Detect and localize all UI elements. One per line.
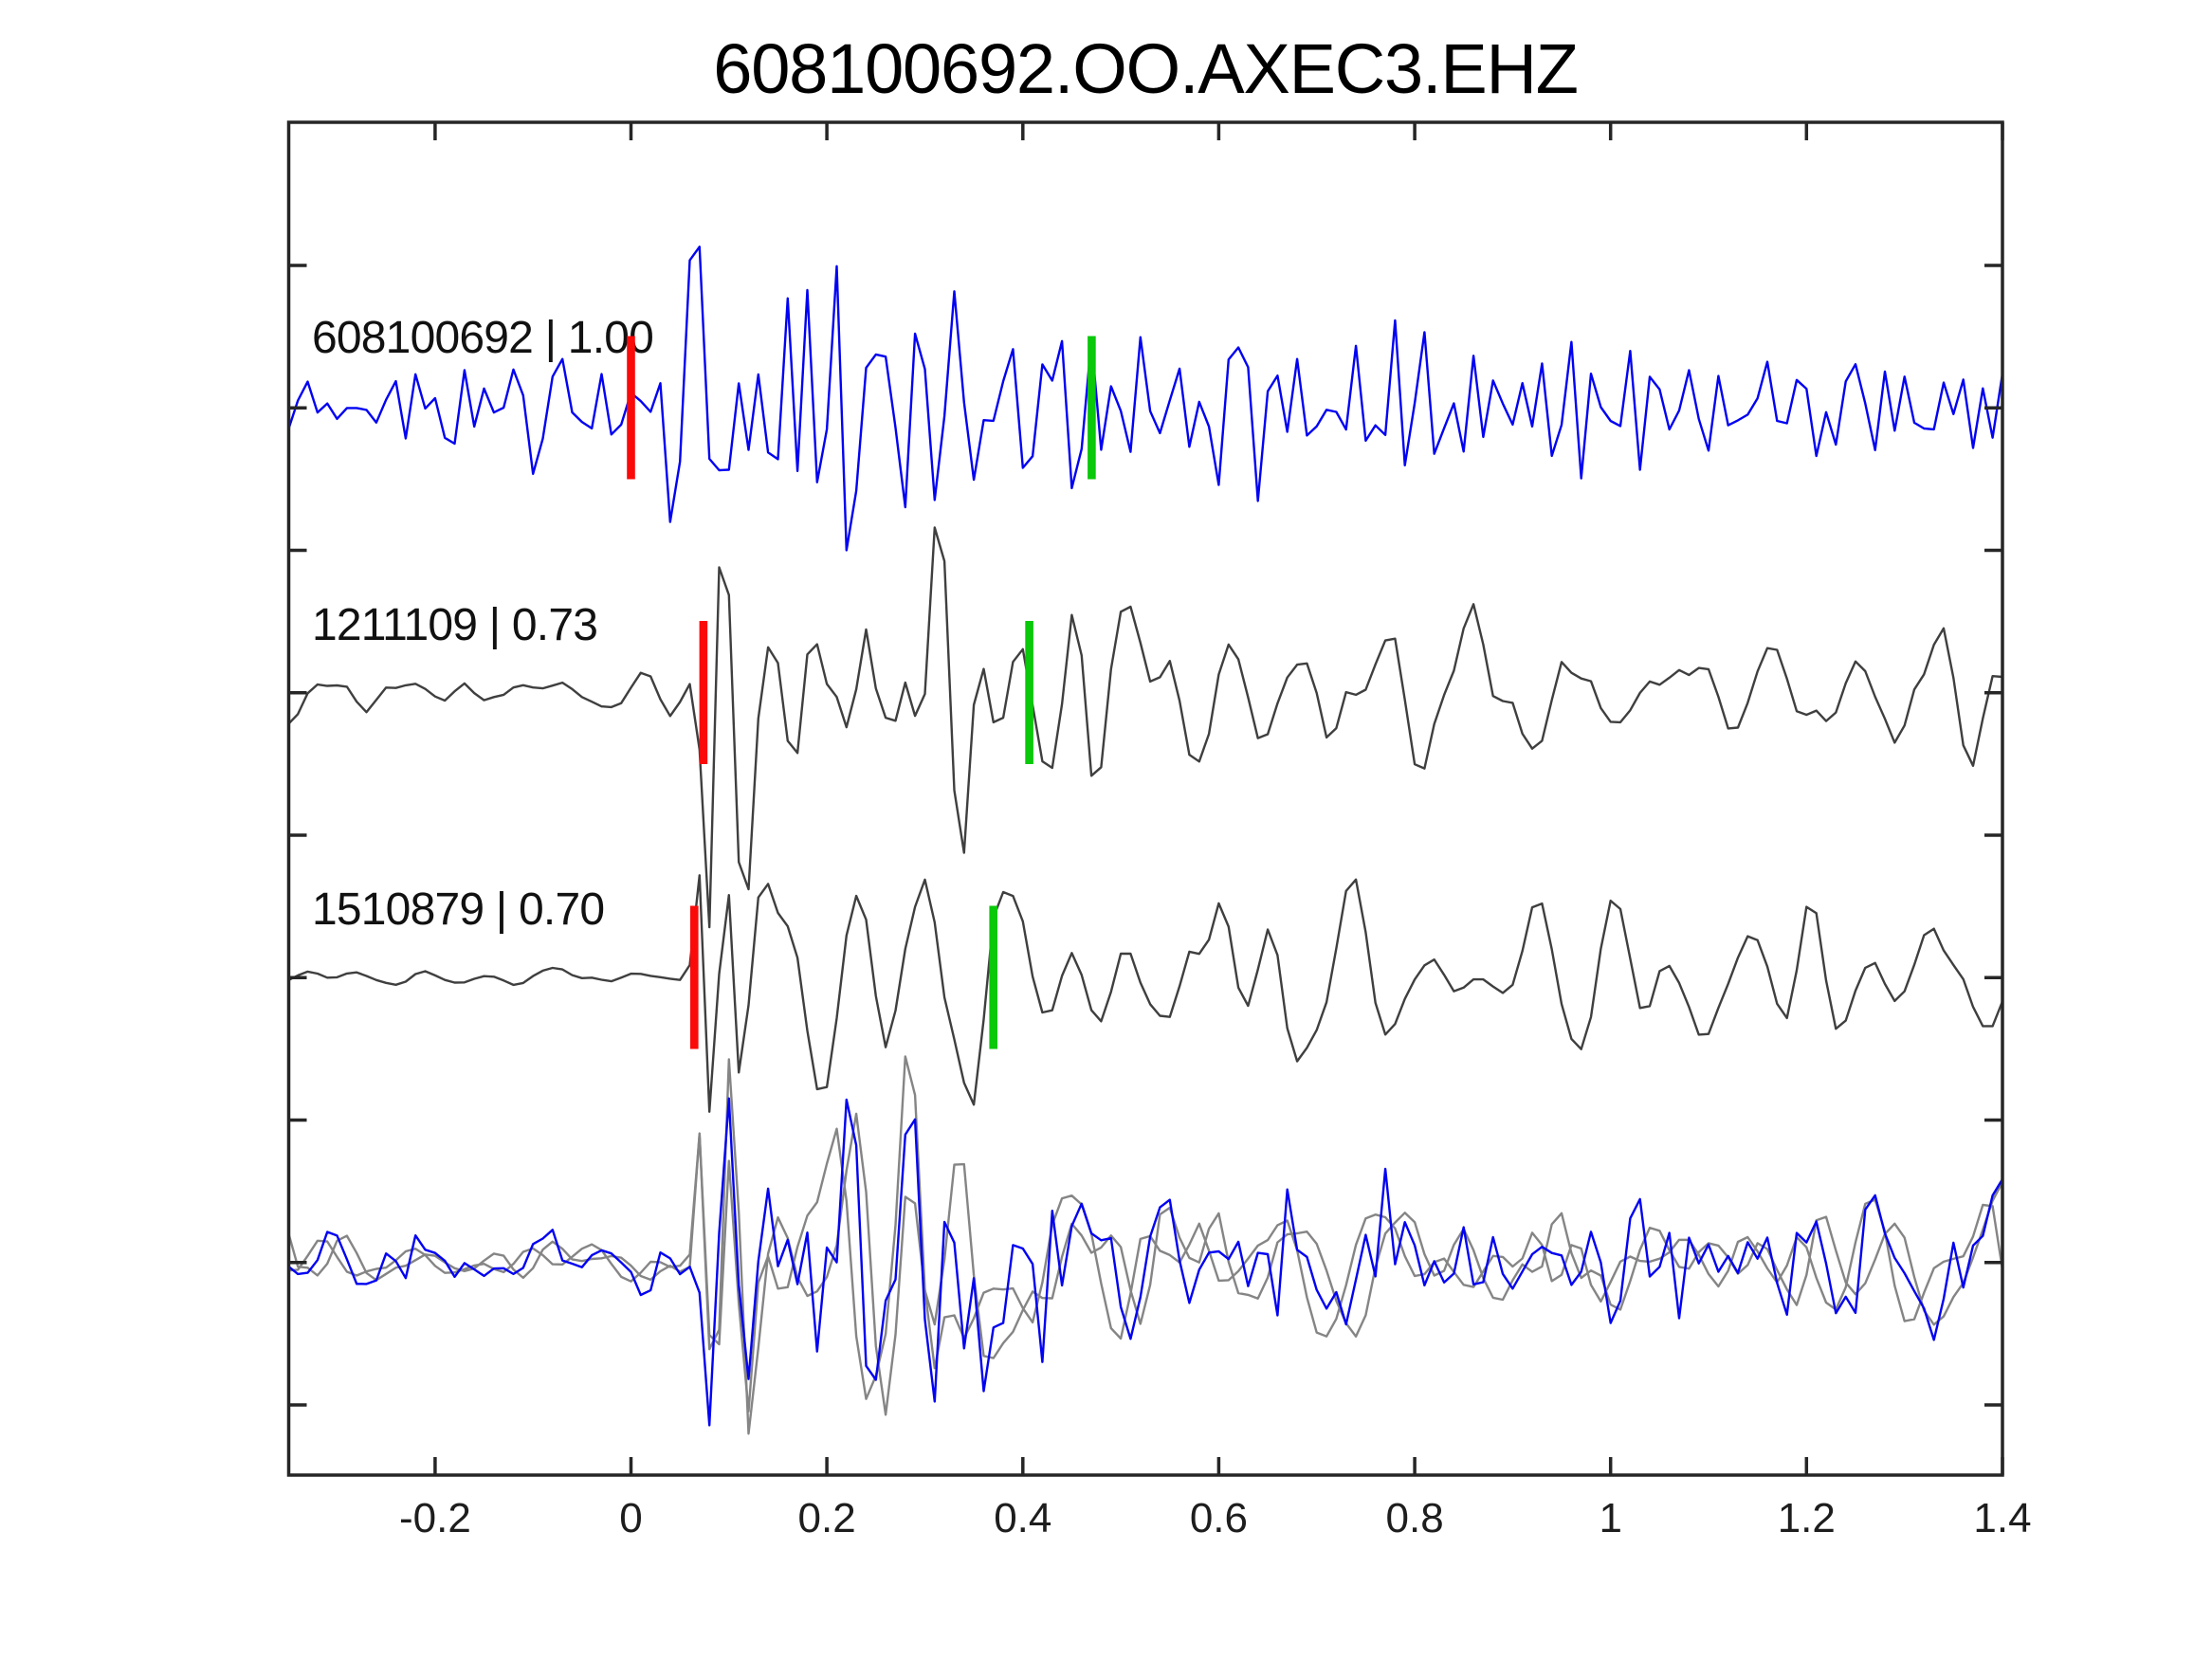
svg-text:-0.2: -0.2	[399, 1495, 471, 1541]
svg-text:1211109 | 0.73: 1211109 | 0.73	[312, 600, 597, 650]
svg-text:1.4: 1.4	[1973, 1495, 2031, 1541]
svg-text:0: 0	[619, 1495, 642, 1541]
svg-text:1.2: 1.2	[1778, 1495, 1836, 1541]
svg-text:608100692 | 1.00: 608100692 | 1.00	[312, 313, 653, 363]
svg-text:0.4: 0.4	[994, 1495, 1051, 1541]
svg-text:0.2: 0.2	[798, 1495, 856, 1541]
svg-text:1: 1	[1599, 1495, 1621, 1541]
svg-text:0.8: 0.8	[1386, 1495, 1444, 1541]
svg-text:1510879 | 0.70: 1510879 | 0.70	[312, 884, 604, 935]
svg-text:0.6: 0.6	[1190, 1495, 1248, 1541]
svg-text:608100692.OO.AXEC3.EHZ: 608100692.OO.AXEC3.EHZ	[713, 29, 1577, 108]
